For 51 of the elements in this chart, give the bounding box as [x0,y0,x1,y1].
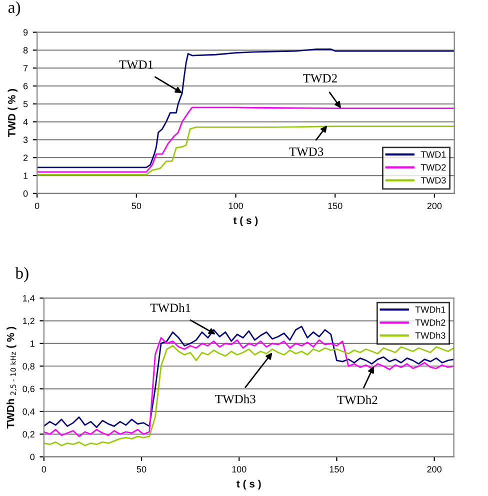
y-tick-label: 6 [24,82,28,90]
y-tick-label: 0 [23,190,28,197]
x-tick-label: 100 [232,466,246,472]
x-axis-title: t ( s ) [236,480,261,490]
legend-label: TWD2 [420,164,446,171]
y-tick-label: 8 [23,47,28,54]
x-tick-label: 200 [427,202,442,210]
chart-title: b) [15,267,28,282]
y-tick-label: 1 [24,172,28,179]
y-axis-title: TWDh $_{2,5 - 10 kHz}$ ( % ) [6,326,17,428]
x-axis-title: t ( s ) [233,216,258,226]
x-tick-label: 200 [427,466,442,472]
y-tick-label: 1 [30,340,34,347]
y-tick-label: 1,4 [23,295,35,303]
y-tick-label: 0,8 [22,363,34,371]
y-tick-label: 0,6 [22,386,34,394]
y-tick-label: 5 [23,100,28,108]
legend-label: TWDh2 [415,319,446,326]
x-tick-label: 150 [328,202,342,210]
y-tick-label: 0,4 [22,408,35,416]
x-tick-label: 50 [132,202,142,210]
y-tick-label: 0 [30,454,35,460]
y-tick-label: 7 [24,65,28,72]
legend-label: TWD3 [420,177,446,184]
annotation: TWD1 [119,60,153,69]
line-series [37,48,454,168]
line-series [37,126,454,176]
x-tick-label: 100 [228,202,243,210]
chart-title: a) [8,1,20,16]
line-series [44,326,454,428]
line-series [44,345,454,446]
y-tick-label: 4 [23,118,28,126]
annotation: TWDh3 [215,394,256,404]
legend-label: TWDh3 [415,332,446,339]
y-tick-label: 0,2 [22,431,34,439]
y-tick-label: 1,2 [23,318,34,326]
legend-label: TWDh1 [415,306,446,313]
x-tick-label: 50 [136,466,146,472]
x-tick-label: 150 [330,466,344,472]
annotation: TWD3 [289,148,324,156]
line-series [44,337,454,438]
x-tick-label: 0 [34,202,40,210]
x-tick-label: 0 [42,466,46,472]
y-axis-title: TWD ( % ) [8,89,18,138]
annotation: TWDh2 [337,395,378,404]
annotation: TWD2 [303,74,337,83]
y-tick-label: 2 [23,154,28,161]
y-tick-label: 9 [23,29,28,36]
legend-label: TWD1 [420,151,446,158]
y-tick-label: 3 [23,136,28,144]
annotation: TWDh1 [150,303,190,312]
